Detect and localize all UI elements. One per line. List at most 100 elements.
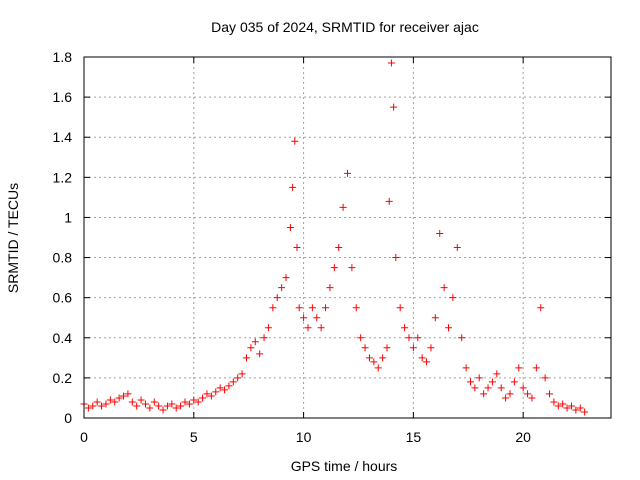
data-point [458,334,466,342]
plot-frame [83,56,612,419]
data-point [546,390,554,398]
data-point [313,314,321,322]
data-point [541,374,549,382]
data-point [528,394,536,402]
data-point [423,358,431,366]
data-point [238,370,246,378]
y-tick-label: 1.6 [53,89,73,105]
data-point [93,398,101,406]
data-point [563,404,571,412]
data-point [278,284,286,292]
data-point [106,396,114,404]
x-tick-label: 20 [515,429,531,445]
data-point [190,396,198,404]
data-point [550,398,558,406]
data-point [269,304,277,312]
data-point [168,400,176,408]
data-point [293,244,301,252]
data-point [559,400,567,408]
data-point [251,338,259,346]
data-point [286,223,294,231]
data-point [326,284,334,292]
data-point [445,324,453,332]
data-point [480,390,488,398]
data-point [374,364,382,372]
data-marks [80,59,589,416]
data-point [572,406,580,414]
data-point [98,402,106,410]
data-point [137,396,145,404]
data-point [128,398,136,406]
data-point [115,394,123,402]
y-tick-label: 1.4 [53,129,73,145]
y-tick-label: 0.6 [53,290,73,306]
x-tick-label: 15 [406,429,422,445]
data-point [141,400,149,408]
data-point [344,169,351,177]
y-tick-label: 0 [64,410,72,426]
data-point [475,374,483,382]
y-tick-label: 1.8 [53,49,73,65]
data-point [390,103,398,111]
data-point [300,314,308,322]
data-point [357,334,365,342]
data-point [242,354,250,362]
data-point [111,398,119,406]
data-point [471,384,479,392]
data-point [322,304,330,312]
x-tick-label: 10 [296,429,312,445]
data-point [524,390,532,398]
data-point [317,324,325,332]
data-point [291,137,299,145]
data-point [365,354,373,362]
data-point [185,400,193,408]
data-point [159,406,167,414]
data-point [453,244,461,252]
data-point [194,398,202,406]
data-point [409,344,417,352]
data-point [462,364,470,372]
data-point [146,404,154,412]
data-point [339,203,347,211]
data-point [181,398,189,406]
data-point [199,394,207,402]
data-point [308,304,316,312]
data-point [256,350,264,358]
data-point [234,374,242,382]
data-point [84,404,92,412]
grid-layer [84,57,611,418]
data-point [396,304,404,312]
data-point [361,344,369,352]
chart-title: Day 035 of 2024, SRMTID for receiver aja… [211,19,479,35]
data-point [163,402,171,410]
data-point [383,344,391,352]
data-point [212,388,220,396]
data-point [282,274,290,282]
data-point [576,404,584,412]
data-point [401,324,409,332]
x-axis-title: GPS time / hours [291,458,398,474]
data-point [216,384,224,392]
y-tick-label: 0.4 [53,330,73,346]
data-point [493,370,501,378]
data-point [497,384,505,392]
data-point [379,354,387,362]
x-tick-label: 0 [80,429,88,445]
data-point [502,394,510,402]
data-point [488,378,496,386]
data-point [436,229,444,237]
y-tick-label: 1.2 [53,169,73,185]
data-point [172,404,180,412]
data-point [150,398,158,406]
data-point [554,402,562,410]
data-point [537,304,545,312]
data-point [203,390,211,398]
tick-labels: 0 0.2 0.4 0.6 0.8 1 1.2 1.4 1.6 1.8 0 5 10 15 20 [53,49,532,445]
data-point [177,402,185,410]
data-point [449,294,457,302]
data-point [120,392,128,400]
data-point [330,264,338,272]
data-point [414,334,422,342]
data-point [387,59,395,67]
